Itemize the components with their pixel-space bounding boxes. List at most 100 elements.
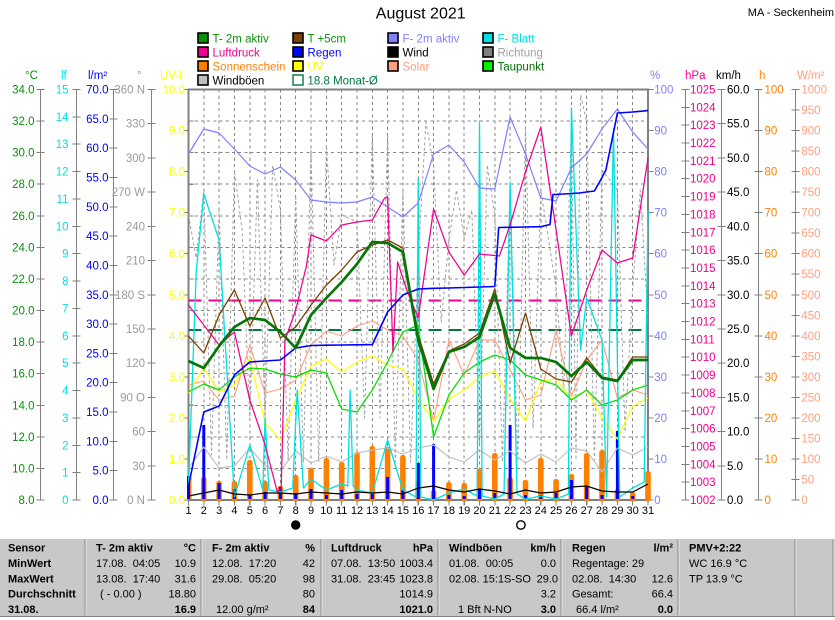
svg-text:450: 450 <box>801 310 820 322</box>
svg-text:13: 13 <box>56 139 69 151</box>
svg-text:1000: 1000 <box>801 85 827 97</box>
svg-text:60: 60 <box>765 249 778 261</box>
svg-text:T +5cm: T +5cm <box>308 34 346 46</box>
svg-text:0.0: 0.0 <box>93 495 109 507</box>
svg-text:25: 25 <box>550 505 562 517</box>
svg-text:MaxWert: MaxWert <box>8 574 54 586</box>
svg-text:20: 20 <box>654 413 667 425</box>
svg-text:150: 150 <box>801 433 820 445</box>
svg-text:1003.4: 1003.4 <box>399 558 433 570</box>
svg-text:50.0: 50.0 <box>86 202 108 214</box>
svg-text:29: 29 <box>611 505 623 517</box>
svg-text:66.4 l/m²: 66.4 l/m² <box>576 604 619 616</box>
svg-text:07.08. 13:50: 07.08. 13:50 <box>331 558 395 570</box>
svg-text:20.0: 20.0 <box>86 378 108 390</box>
svg-text:60: 60 <box>654 249 667 261</box>
svg-text:1 Bft N-NO: 1 Bft N-NO <box>458 604 512 616</box>
svg-text:11: 11 <box>57 194 69 206</box>
svg-text:10.0: 10.0 <box>727 427 749 439</box>
svg-text:1022: 1022 <box>690 138 716 150</box>
svg-text:11: 11 <box>336 505 347 517</box>
svg-text:10.9: 10.9 <box>175 558 196 570</box>
svg-text:50.0: 50.0 <box>727 153 749 165</box>
svg-text:1: 1 <box>185 505 191 517</box>
svg-text:1009: 1009 <box>690 370 716 382</box>
svg-text:3: 3 <box>62 413 68 425</box>
svg-text:1006: 1006 <box>690 424 716 436</box>
svg-text:14: 14 <box>381 505 393 517</box>
svg-text:3: 3 <box>216 505 222 517</box>
svg-text:0.0: 0.0 <box>658 604 673 616</box>
svg-text:1011: 1011 <box>690 334 715 346</box>
svg-text:%: % <box>305 543 315 555</box>
svg-text:8: 8 <box>293 505 299 517</box>
svg-text:0.0: 0.0 <box>169 495 185 507</box>
svg-text:12: 12 <box>56 167 69 179</box>
svg-text:98: 98 <box>303 574 315 586</box>
svg-text:2.0: 2.0 <box>169 413 185 425</box>
svg-text:Regen: Regen <box>308 48 342 60</box>
svg-text:1015: 1015 <box>690 263 716 275</box>
svg-text:Windböen: Windböen <box>213 76 265 88</box>
svg-text:50: 50 <box>765 290 778 302</box>
svg-text:35.0: 35.0 <box>727 256 749 268</box>
svg-text:13.08. 17:40: 13.08. 17:40 <box>96 574 160 586</box>
svg-text:400: 400 <box>801 331 820 343</box>
svg-text:1021.0: 1021.0 <box>399 604 433 616</box>
svg-text:50: 50 <box>654 290 667 302</box>
svg-text:5.0: 5.0 <box>727 461 743 473</box>
svg-text:6.0: 6.0 <box>169 249 185 261</box>
svg-text:23: 23 <box>519 505 531 517</box>
svg-text:32.0: 32.0 <box>12 116 34 128</box>
svg-text:16.0: 16.0 <box>12 369 34 381</box>
svg-text:WC 16.9 °C: WC 16.9 °C <box>689 558 747 570</box>
svg-text:350: 350 <box>801 351 820 363</box>
svg-text:90: 90 <box>654 126 667 138</box>
svg-text:1012: 1012 <box>690 317 716 329</box>
svg-text:29.08. 05:20: 29.08. 05:20 <box>212 574 276 586</box>
svg-text:70.0: 70.0 <box>86 85 108 97</box>
svg-text:18.8 Monat-Ø: 18.8 Monat-Ø <box>308 76 378 88</box>
svg-text:80: 80 <box>303 589 315 601</box>
svg-text:7: 7 <box>277 505 283 517</box>
svg-text:2: 2 <box>201 505 207 517</box>
svg-text:%: % <box>650 70 660 82</box>
svg-text:12: 12 <box>351 505 363 517</box>
svg-text:5.0: 5.0 <box>169 290 185 302</box>
svg-text:0.0: 0.0 <box>541 558 556 570</box>
svg-text:9: 9 <box>308 505 314 517</box>
svg-text:Windböen: Windböen <box>449 543 502 555</box>
svg-text:km/h: km/h <box>716 70 741 82</box>
svg-text:Gesamt:: Gesamt: <box>572 589 614 601</box>
svg-text:°C: °C <box>184 543 196 555</box>
svg-text:Solar: Solar <box>403 62 430 74</box>
svg-text:30.0: 30.0 <box>86 319 108 331</box>
svg-text:1021: 1021 <box>690 156 716 168</box>
svg-text:30.0: 30.0 <box>12 148 34 160</box>
svg-text:h: h <box>759 70 765 82</box>
svg-text:01.08. 00:05: 01.08. 00:05 <box>449 558 513 570</box>
svg-text:80: 80 <box>654 167 667 179</box>
svg-text:20.0: 20.0 <box>727 358 749 370</box>
svg-text:70: 70 <box>765 208 778 220</box>
svg-text:17.08. 04:05: 17.08. 04:05 <box>96 558 160 570</box>
svg-text:18.80: 18.80 <box>168 589 196 601</box>
svg-text:750: 750 <box>801 187 820 199</box>
svg-text:330: 330 <box>126 119 145 131</box>
svg-text:( - 0.00 ): ( - 0.00 ) <box>100 589 142 601</box>
svg-text:MA - Seckenheim: MA - Seckenheim <box>748 7 834 19</box>
svg-text:7: 7 <box>62 303 68 315</box>
svg-text:F- 2m aktiv: F- 2m aktiv <box>212 543 270 555</box>
svg-text:3.0: 3.0 <box>541 604 556 616</box>
svg-text:12.6: 12.6 <box>652 574 673 586</box>
svg-text:15: 15 <box>397 505 409 517</box>
svg-text:700: 700 <box>801 208 820 220</box>
svg-text:1007: 1007 <box>690 406 716 418</box>
svg-text:°C: °C <box>25 70 38 82</box>
svg-text:29.0: 29.0 <box>537 574 558 586</box>
svg-text:5: 5 <box>62 358 68 370</box>
svg-text:650: 650 <box>801 228 820 240</box>
svg-text:1014.9: 1014.9 <box>399 589 433 601</box>
svg-text:F- 2m aktiv: F- 2m aktiv <box>403 34 460 46</box>
svg-text:8.0: 8.0 <box>19 495 35 507</box>
